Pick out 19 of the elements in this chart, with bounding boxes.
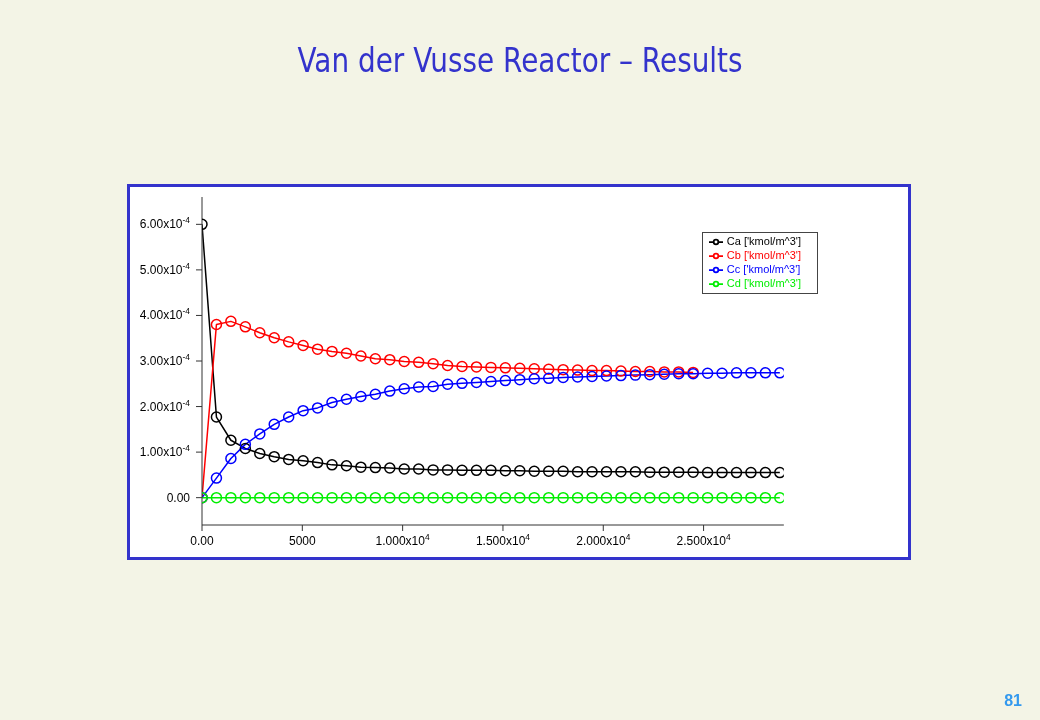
legend-label: Cb ['kmol/m^3'] — [726, 249, 801, 262]
x-tick-label: 1.500x10$^{4}$ — [475, 532, 531, 548]
legend-label: Ca ['kmol/m^3'] — [726, 235, 801, 247]
y-tick-label: 6.00x10$^{-4}$ — [139, 215, 191, 232]
chart-title: Van der Vusse Reactor – Results — [296, 40, 744, 80]
x-tick-label: 0.00 — [190, 534, 214, 548]
legend-label: Cd ['kmol/m^3'] — [726, 277, 801, 290]
legend-label: Cc ['kmol/m^3'] — [726, 263, 801, 276]
y-tick-label: 0.00 — [166, 490, 191, 505]
text: 81 — [1004, 692, 1022, 710]
y-tick-label: 3.00x10$^{-4}$ — [139, 352, 191, 368]
x-tick-label: 2.000x10$^{4}$ — [576, 532, 631, 548]
y-tick-label: 4.00x10$^{-4}$ — [139, 306, 191, 323]
y-tick-label: 1.00x10$^{-4}$ — [139, 443, 191, 460]
y-tick-label: 5.00x10$^{-4}$ — [139, 260, 191, 277]
x-tick-label: 5000 — [288, 534, 316, 548]
x-tick-label: 1.000x10$^{4}$ — [375, 532, 430, 548]
x-tick-label: 2.500x10$^{4}$ — [676, 532, 731, 548]
y-tick-label: 2.00x10$^{-4}$ — [139, 397, 191, 414]
